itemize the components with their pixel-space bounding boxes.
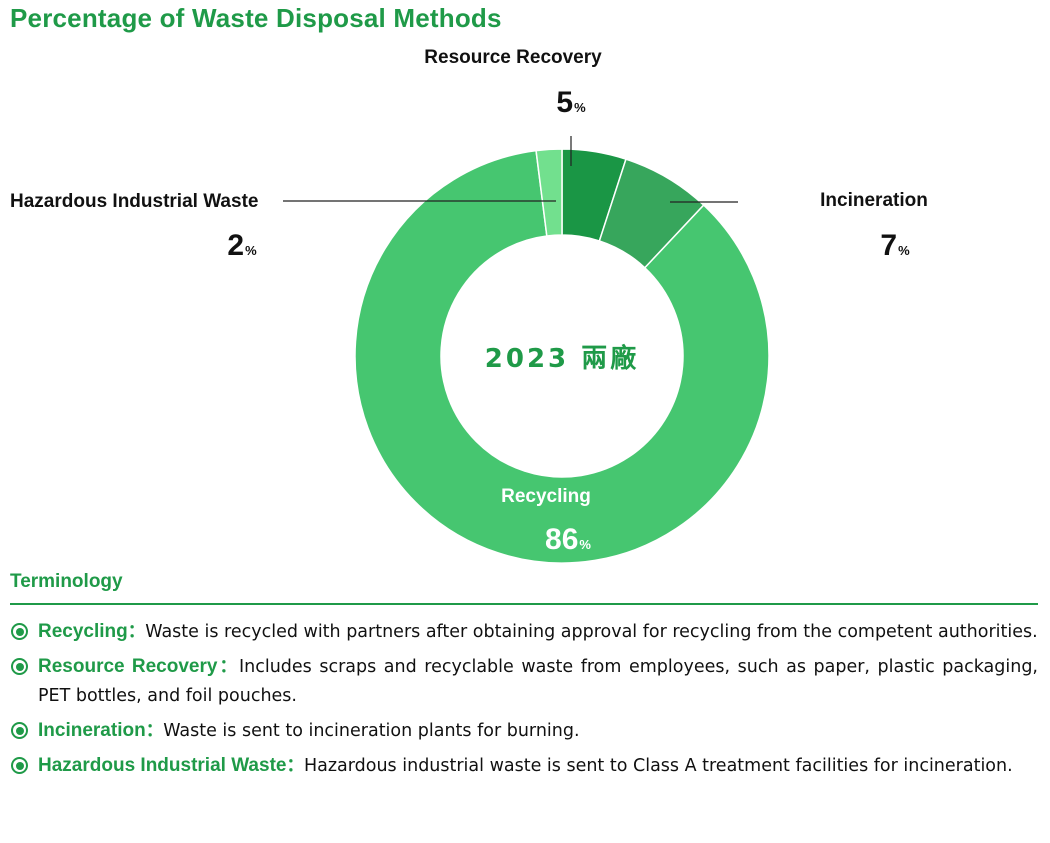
term-separator: ： <box>217 657 239 677</box>
value-number-hazardous: 2 <box>227 229 244 262</box>
label-hazardous: Hazardous Industrial Waste <box>10 191 258 212</box>
label-resource-recovery: Resource Recovery <box>424 47 602 68</box>
term-name: Hazardous Industrial Waste <box>38 755 287 776</box>
term-description: Waste is recycled with partners after ob… <box>145 622 1038 642</box>
label-recycling: Recycling <box>501 486 591 507</box>
term-name: Resource Recovery <box>38 656 218 677</box>
label-incineration: Incineration <box>820 190 928 211</box>
percent-sign: % <box>898 243 910 258</box>
chart-title: Percentage of Waste Disposal Methods <box>10 3 502 33</box>
value-hazardous: 2% <box>227 229 257 262</box>
radio-bullet-icon <box>11 722 28 739</box>
value-number-resource-recovery: 5 <box>556 86 573 119</box>
value-number-incineration: 7 <box>880 229 897 262</box>
terminology-section: Terminology Recycling：Waste is recycled … <box>10 567 1038 786</box>
term-description: Includes scraps and recyclable waste fro… <box>38 657 1038 706</box>
term-item-hazardous: Hazardous Industrial Waste：Hazardous ind… <box>10 751 1038 781</box>
term-separator: ： <box>145 721 164 741</box>
value-recycling: 86% <box>545 523 591 556</box>
value-resource-recovery: 5% <box>556 86 586 119</box>
term-name: Recycling <box>38 621 128 642</box>
term-name: Incineration <box>38 720 146 741</box>
terminology-heading: Terminology <box>10 567 1038 605</box>
term-description: Waste is sent to incineration plants for… <box>163 721 580 741</box>
value-incineration: 7% <box>880 229 910 262</box>
percent-sign: % <box>245 243 257 258</box>
term-description: Hazardous industrial waste is sent to Cl… <box>303 756 1013 776</box>
radio-bullet-icon <box>11 658 28 675</box>
term-separator: ： <box>286 756 304 776</box>
value-number-recycling: 86 <box>545 523 578 556</box>
term-item-resource-recovery: Resource Recovery：Includes scraps and re… <box>10 652 1038 711</box>
radio-bullet-icon <box>11 623 28 640</box>
percent-sign: % <box>574 100 586 115</box>
terminology-list: Recycling：Waste is recycled with partner… <box>10 617 1038 781</box>
radio-bullet-icon <box>11 757 28 774</box>
slice-recycling <box>354 149 770 564</box>
term-item-incineration: Incineration：Waste is sent to incinerati… <box>10 716 1038 746</box>
slice-hazardous-industrial-waste <box>535 148 563 237</box>
term-item-recycling: Recycling：Waste is recycled with partner… <box>10 617 1038 647</box>
donut-center-label: 2023 兩廠 <box>485 343 639 374</box>
donut-chart: Resource Recovery 5% Hazardous Industria… <box>10 47 928 564</box>
percent-sign: % <box>579 537 591 552</box>
donut-slices <box>354 148 770 564</box>
term-separator: ： <box>127 622 146 642</box>
